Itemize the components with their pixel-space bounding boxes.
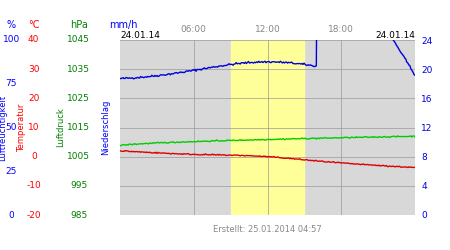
Text: -20: -20 <box>27 210 41 220</box>
Text: 1035: 1035 <box>67 65 90 74</box>
Text: 1025: 1025 <box>68 94 90 103</box>
Text: 20: 20 <box>28 94 40 103</box>
Text: °C: °C <box>28 20 40 30</box>
Text: 24.01.14: 24.01.14 <box>375 31 415 40</box>
Text: 30: 30 <box>28 65 40 74</box>
Text: %: % <box>7 20 16 30</box>
Text: 1005: 1005 <box>67 152 90 161</box>
Text: 25: 25 <box>5 167 17 176</box>
Text: 100: 100 <box>3 36 20 44</box>
Text: Luftdruck: Luftdruck <box>56 108 65 147</box>
Text: Erstellt: 25.01.2014 04:57: Erstellt: 25.01.2014 04:57 <box>213 225 322 234</box>
Text: 10: 10 <box>28 123 40 132</box>
Text: 75: 75 <box>5 79 17 88</box>
Text: hPa: hPa <box>70 20 88 30</box>
Text: mm/h: mm/h <box>109 20 138 30</box>
Text: 985: 985 <box>70 210 87 220</box>
Text: 0: 0 <box>9 210 14 220</box>
Text: Niederschlag: Niederschlag <box>101 100 110 155</box>
Text: 50: 50 <box>5 123 17 132</box>
Text: Temperatur: Temperatur <box>17 103 26 152</box>
Text: Luftfeuchtigkeit: Luftfeuchtigkeit <box>0 94 7 160</box>
Text: 1045: 1045 <box>68 36 90 44</box>
Text: 24.01.14: 24.01.14 <box>120 31 160 40</box>
Text: 0: 0 <box>31 152 36 161</box>
Text: 40: 40 <box>28 36 40 44</box>
Text: -10: -10 <box>27 181 41 190</box>
Text: 995: 995 <box>70 181 87 190</box>
Bar <box>230 40 304 215</box>
Text: 1015: 1015 <box>67 123 90 132</box>
